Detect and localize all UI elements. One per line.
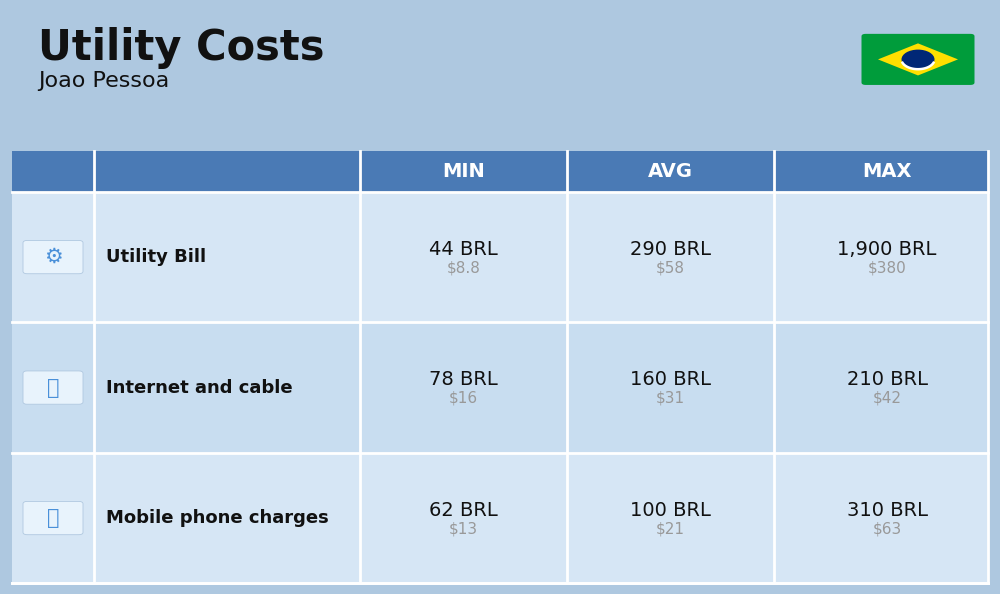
Text: AVG: AVG [648, 162, 693, 181]
Text: $31: $31 [656, 391, 685, 406]
Text: 290 BRL: 290 BRL [630, 240, 711, 259]
Text: $8.8: $8.8 [447, 260, 480, 275]
Text: 44 BRL: 44 BRL [429, 240, 498, 259]
Text: MIN: MIN [442, 162, 485, 181]
Text: $42: $42 [873, 391, 902, 406]
Text: Utility Bill: Utility Bill [106, 248, 206, 266]
Text: 📶: 📶 [47, 378, 59, 397]
Text: $16: $16 [449, 391, 478, 406]
Text: Internet and cable: Internet and cable [106, 378, 293, 397]
FancyBboxPatch shape [23, 371, 83, 404]
Text: 310 BRL: 310 BRL [847, 501, 928, 520]
Circle shape [902, 49, 934, 69]
FancyBboxPatch shape [12, 192, 988, 323]
Text: 62 BRL: 62 BRL [429, 501, 498, 520]
Text: MAX: MAX [862, 162, 912, 181]
Text: Joao Pessoa: Joao Pessoa [38, 71, 169, 91]
Text: 78 BRL: 78 BRL [429, 371, 498, 389]
Text: 100 BRL: 100 BRL [630, 501, 711, 520]
Text: Utility Costs: Utility Costs [38, 27, 324, 69]
Text: $63: $63 [872, 522, 902, 536]
Text: ⚙: ⚙ [44, 247, 62, 267]
FancyBboxPatch shape [12, 453, 988, 583]
Text: 1,900 BRL: 1,900 BRL [837, 240, 937, 259]
Text: $58: $58 [656, 260, 685, 275]
FancyBboxPatch shape [12, 323, 988, 453]
Text: $21: $21 [656, 522, 685, 536]
Polygon shape [878, 43, 958, 75]
FancyBboxPatch shape [23, 501, 83, 535]
Text: 📱: 📱 [47, 508, 59, 528]
Text: $380: $380 [868, 260, 906, 275]
FancyBboxPatch shape [12, 151, 988, 192]
FancyBboxPatch shape [23, 241, 83, 274]
Text: $13: $13 [449, 522, 478, 536]
Text: 160 BRL: 160 BRL [630, 371, 711, 389]
FancyBboxPatch shape [862, 34, 975, 85]
Text: Mobile phone charges: Mobile phone charges [106, 509, 329, 527]
Text: 210 BRL: 210 BRL [847, 371, 928, 389]
